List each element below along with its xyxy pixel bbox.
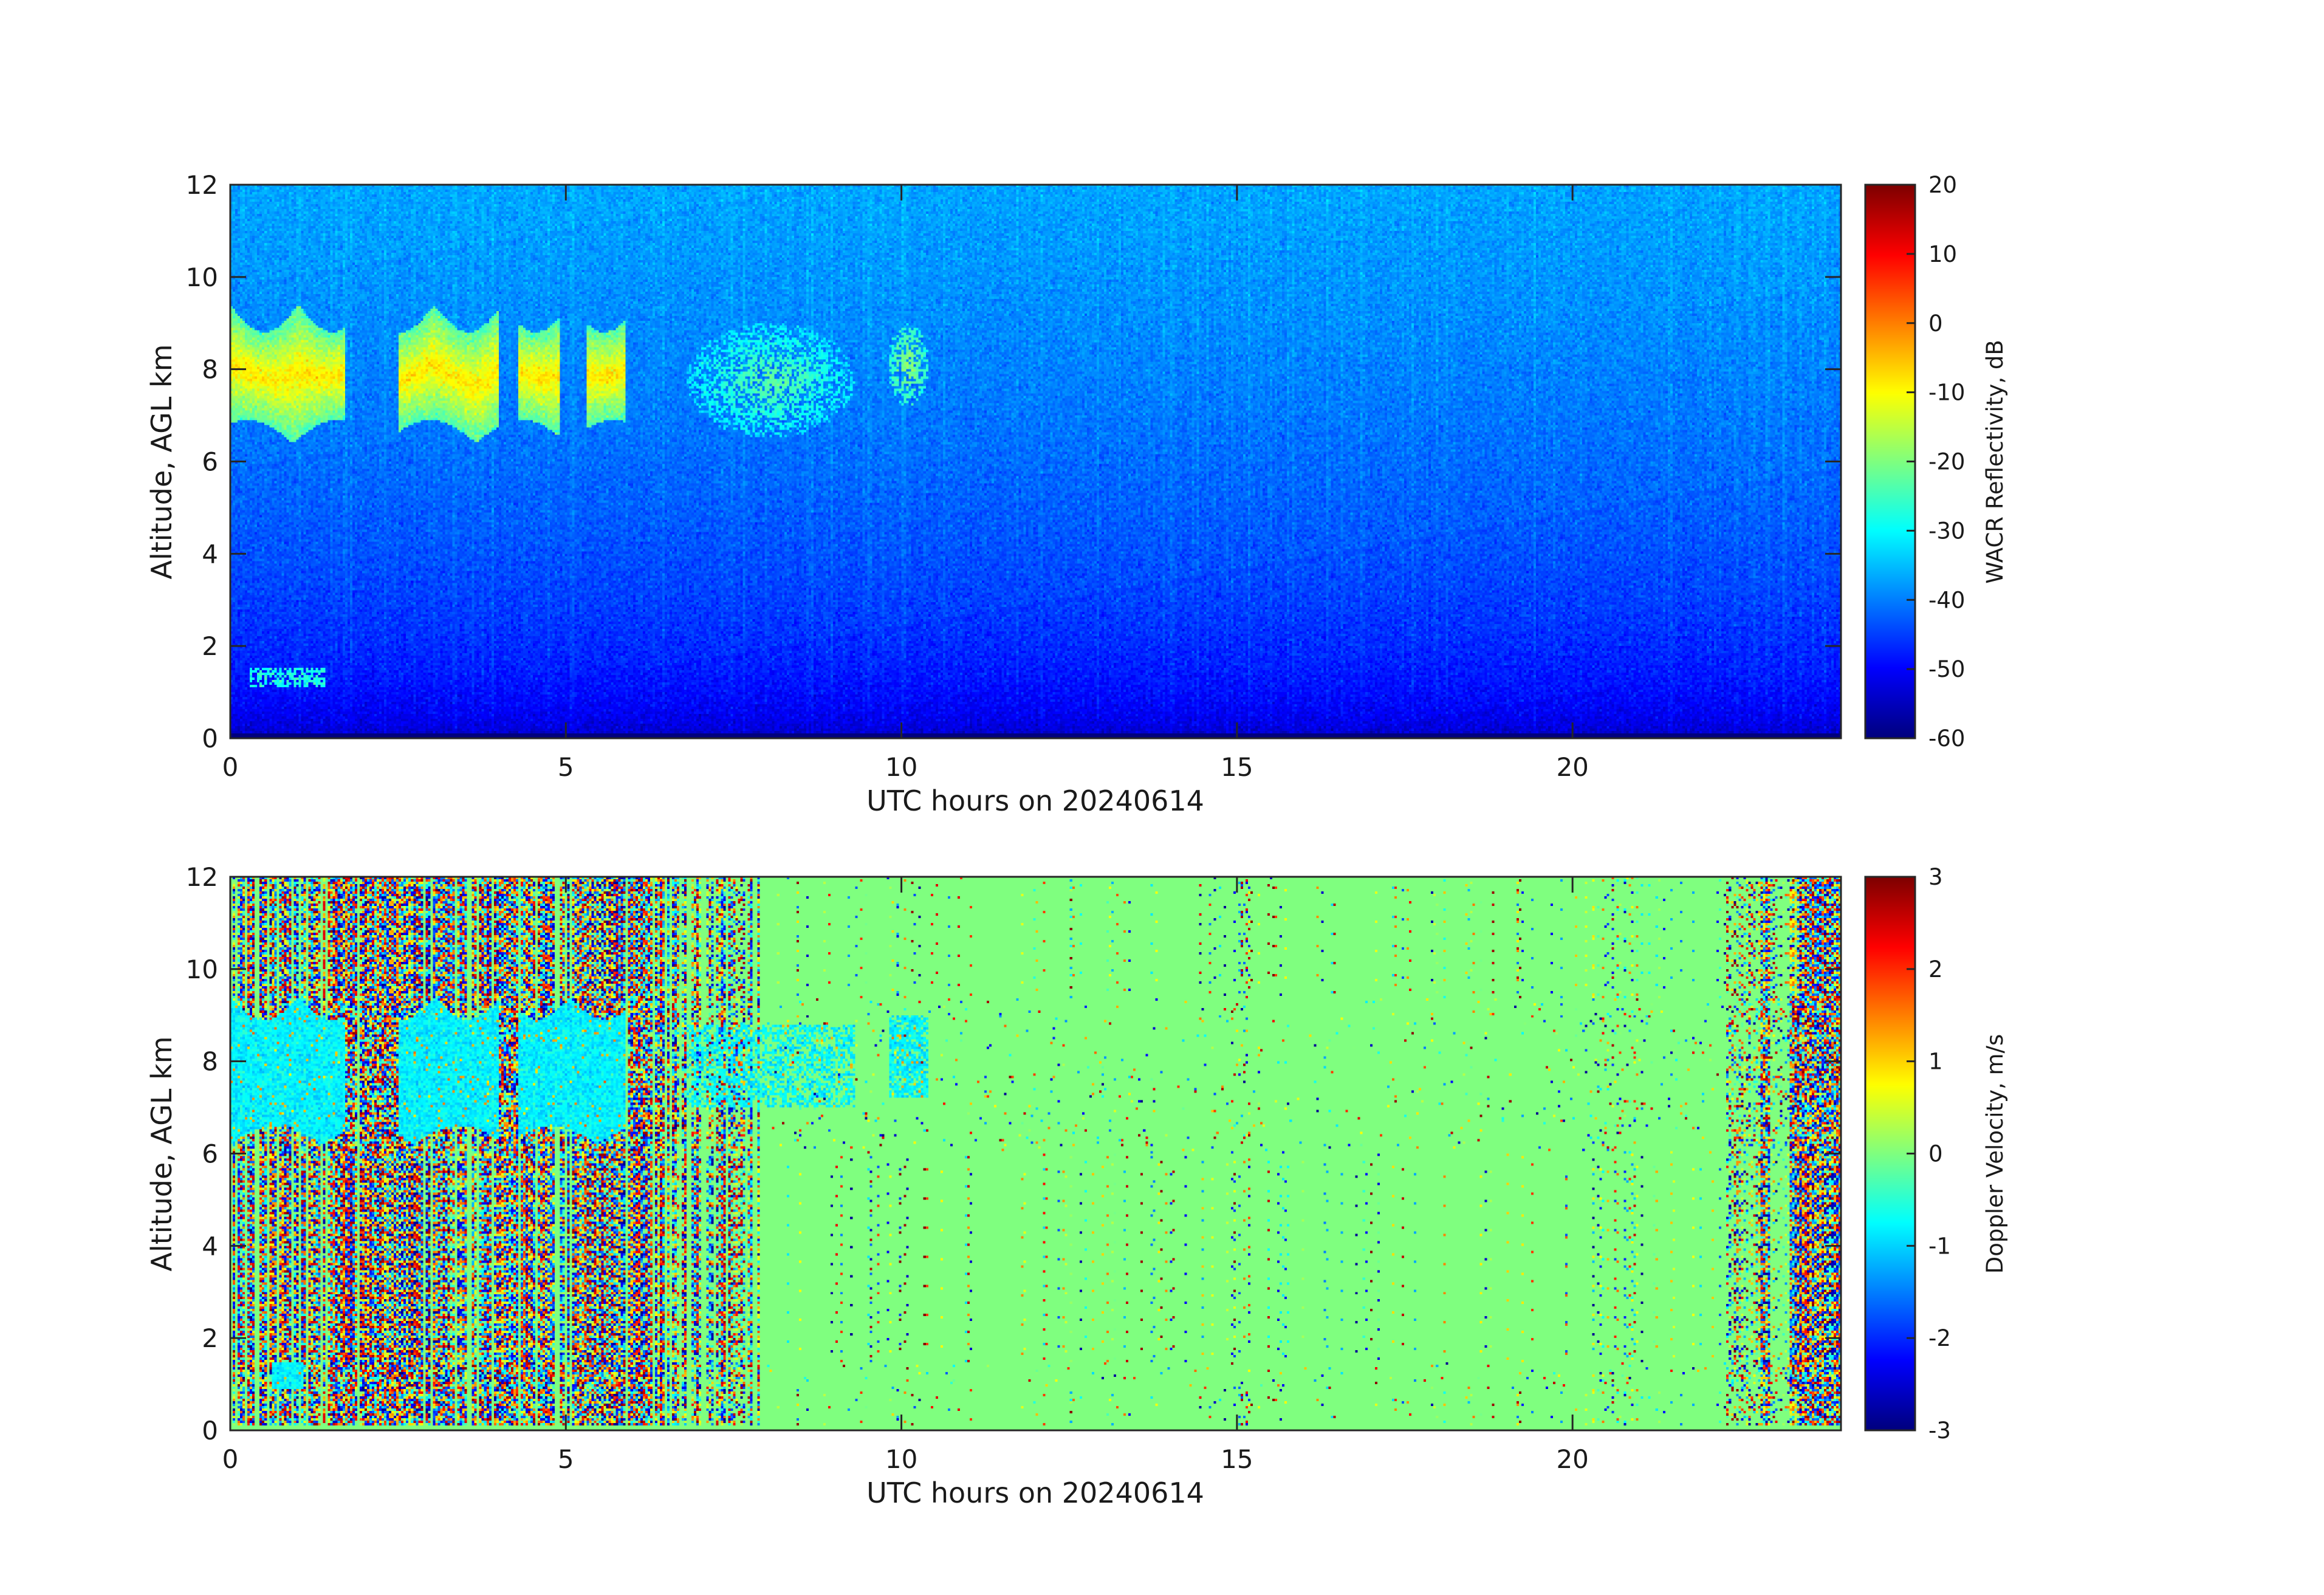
x-tick-label: 0 bbox=[222, 1444, 239, 1474]
y-tick-label: 6 bbox=[202, 1139, 218, 1169]
colorbar-tick-label: -60 bbox=[1928, 725, 1965, 752]
x-tick-label: 20 bbox=[1556, 752, 1588, 782]
colorbar-tick-label: -30 bbox=[1928, 518, 1965, 544]
y-tick-label: 0 bbox=[202, 724, 218, 753]
reflectivity-xlabel: UTC hours on 20240614 bbox=[866, 784, 1204, 817]
y-tick-label: 2 bbox=[202, 1323, 218, 1353]
doppler-colorbar-label: Doppler Velocity, m/s bbox=[1982, 1034, 2008, 1274]
x-tick-label: 20 bbox=[1556, 1444, 1588, 1474]
reflectivity-colorbar-ticks: 20 10 0 -10 -20 -30 -40 -50 -60 bbox=[1907, 172, 1965, 752]
reflectivity-colorbar-label: WACR Reflectivity, dB bbox=[1982, 340, 2008, 584]
doppler-axes: 0 5 10 15 20 0 2 4 6 8 10 12 bbox=[186, 862, 1841, 1474]
colorbar-tick-label: 1 bbox=[1928, 1049, 1943, 1075]
x-tick-label: 15 bbox=[1221, 752, 1253, 782]
reflectivity-heatmap bbox=[230, 185, 1841, 738]
colorbar-tick-label: 2 bbox=[1928, 956, 1943, 983]
x-tick-label: 5 bbox=[558, 1444, 574, 1474]
colorbar-tick-label: -2 bbox=[1928, 1325, 1951, 1351]
doppler-heatmap bbox=[230, 877, 1841, 1430]
colorbar-tick-label: -3 bbox=[1928, 1418, 1951, 1444]
y-tick-label: 8 bbox=[202, 1047, 218, 1077]
reflectivity-ylabel: Altitude, AGL km bbox=[145, 344, 178, 579]
y-tick-label: 6 bbox=[202, 447, 218, 477]
colorbar-tick-label: 0 bbox=[1928, 310, 1943, 337]
y-tick-label: 0 bbox=[202, 1416, 218, 1446]
doppler-xlabel: UTC hours on 20240614 bbox=[866, 1477, 1204, 1509]
reflectivity-axes: 0 5 10 15 20 0 2 4 6 8 10 12 bbox=[186, 170, 1841, 782]
y-tick-label: 4 bbox=[202, 1231, 218, 1261]
colorbar-tick-label: -20 bbox=[1928, 449, 1965, 475]
colorbar-tick-label: 0 bbox=[1928, 1141, 1943, 1167]
x-tick-label: 15 bbox=[1221, 1444, 1253, 1474]
colorbar-tick-label: -50 bbox=[1928, 656, 1965, 682]
y-tick-label: 8 bbox=[202, 355, 218, 385]
colorbar-tick-label: 3 bbox=[1928, 864, 1943, 890]
y-tick-label: 4 bbox=[202, 539, 218, 569]
y-tick-label: 12 bbox=[186, 862, 218, 892]
x-tick-label: 10 bbox=[885, 1444, 917, 1474]
doppler-colorbar-ticks: 3 2 1 0 -1 -2 -3 bbox=[1907, 864, 1951, 1444]
y-tick-label: 10 bbox=[186, 262, 218, 292]
x-tick-label: 0 bbox=[222, 752, 239, 782]
x-tick-label: 5 bbox=[558, 752, 574, 782]
y-tick-label: 12 bbox=[186, 170, 218, 200]
doppler-ylabel: Altitude, AGL km bbox=[145, 1036, 178, 1271]
colorbar-tick-label: -1 bbox=[1928, 1233, 1951, 1259]
colorbar-tick-label: 10 bbox=[1928, 241, 1957, 267]
colorbar-tick-label: 20 bbox=[1928, 172, 1957, 198]
x-tick-label: 10 bbox=[885, 752, 917, 782]
y-tick-label: 2 bbox=[202, 631, 218, 661]
y-tick-label: 10 bbox=[186, 955, 218, 984]
colorbar-tick-label: -40 bbox=[1928, 587, 1965, 613]
colorbar-tick-label: -10 bbox=[1928, 380, 1965, 406]
